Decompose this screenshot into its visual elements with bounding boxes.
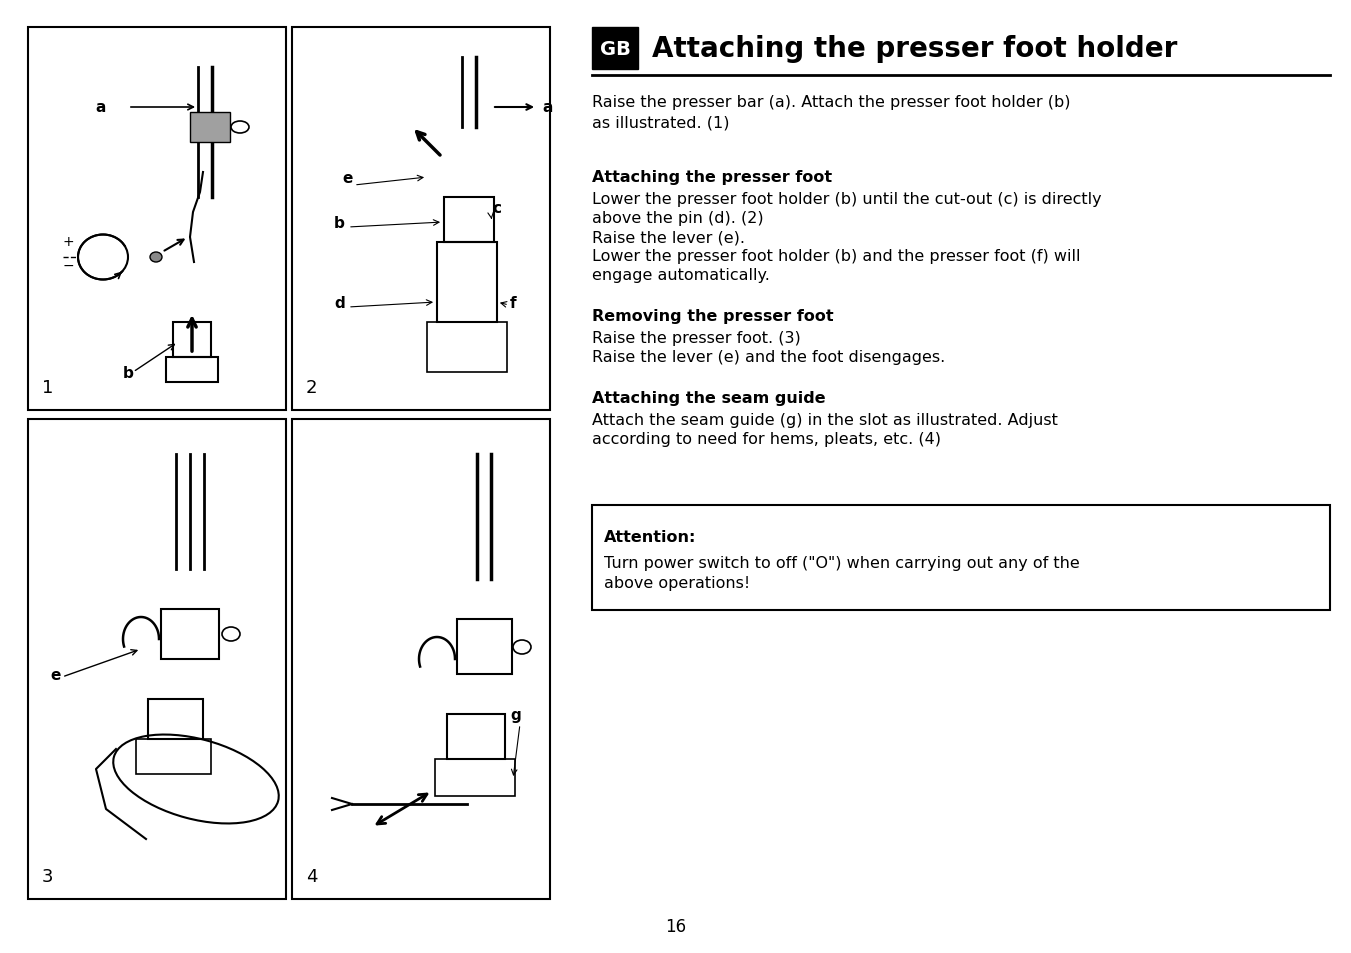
Bar bbox=[136, 740, 211, 774]
Text: 3: 3 bbox=[42, 867, 54, 885]
Text: as illustrated. (1): as illustrated. (1) bbox=[592, 115, 730, 130]
Text: 4: 4 bbox=[305, 867, 317, 885]
Text: g: g bbox=[509, 707, 520, 722]
Bar bbox=[435, 760, 515, 796]
Bar bbox=[161, 609, 219, 659]
Text: Attention:: Attention: bbox=[604, 530, 696, 544]
Bar bbox=[28, 28, 286, 411]
Text: a: a bbox=[542, 99, 553, 114]
Text: b: b bbox=[123, 365, 134, 380]
Text: Raise the lever (e) and the foot disengages.: Raise the lever (e) and the foot disenga… bbox=[592, 350, 946, 365]
Bar bbox=[444, 198, 494, 243]
Text: b: b bbox=[334, 215, 345, 231]
Bar bbox=[447, 714, 505, 760]
Bar bbox=[173, 323, 211, 357]
Bar bbox=[457, 619, 512, 675]
Text: above operations!: above operations! bbox=[604, 576, 750, 590]
Text: Raise the presser foot. (3): Raise the presser foot. (3) bbox=[592, 331, 801, 346]
Ellipse shape bbox=[150, 253, 162, 263]
Text: 1: 1 bbox=[42, 378, 54, 396]
Bar bbox=[28, 419, 286, 899]
Bar bbox=[436, 243, 497, 323]
Text: a: a bbox=[96, 99, 105, 114]
Text: Attaching the presser foot: Attaching the presser foot bbox=[592, 170, 832, 185]
Text: Removing the presser foot: Removing the presser foot bbox=[592, 309, 834, 324]
Text: Lower the presser foot holder (b) until the cut-out (c) is directly: Lower the presser foot holder (b) until … bbox=[592, 192, 1101, 207]
Text: +: + bbox=[63, 234, 74, 249]
Text: 2: 2 bbox=[305, 378, 317, 396]
Text: f: f bbox=[509, 295, 516, 311]
Text: above the pin (d). (2): above the pin (d). (2) bbox=[592, 211, 763, 226]
Text: Turn power switch to off ("O") when carrying out any of the: Turn power switch to off ("O") when carr… bbox=[604, 556, 1079, 571]
Text: GB: GB bbox=[600, 39, 631, 58]
Text: engage automatically.: engage automatically. bbox=[592, 268, 770, 283]
Bar bbox=[592, 505, 1329, 610]
Text: according to need for hems, pleats, etc. (4): according to need for hems, pleats, etc.… bbox=[592, 432, 942, 447]
Text: Attach the seam guide (g) in the slot as illustrated. Adjust: Attach the seam guide (g) in the slot as… bbox=[592, 413, 1058, 428]
Bar bbox=[166, 357, 218, 382]
Text: e: e bbox=[342, 171, 353, 186]
Text: Raise the lever (e).: Raise the lever (e). bbox=[592, 230, 744, 245]
Text: e: e bbox=[50, 667, 61, 682]
Bar bbox=[592, 28, 638, 70]
Text: Raise the presser bar (a). Attach the presser foot holder (b): Raise the presser bar (a). Attach the pr… bbox=[592, 95, 1070, 110]
Text: c: c bbox=[492, 201, 501, 215]
Text: −: − bbox=[63, 258, 74, 273]
Bar bbox=[292, 28, 550, 411]
Text: 16: 16 bbox=[665, 917, 686, 935]
Bar bbox=[149, 700, 203, 740]
Text: Attaching the seam guide: Attaching the seam guide bbox=[592, 391, 825, 406]
Text: d: d bbox=[334, 295, 345, 311]
Text: Attaching the presser foot holder: Attaching the presser foot holder bbox=[653, 35, 1177, 63]
Text: Lower the presser foot holder (b) and the presser foot (f) will: Lower the presser foot holder (b) and th… bbox=[592, 249, 1081, 264]
Bar bbox=[190, 112, 230, 143]
Bar bbox=[427, 323, 507, 373]
Bar bbox=[292, 419, 550, 899]
